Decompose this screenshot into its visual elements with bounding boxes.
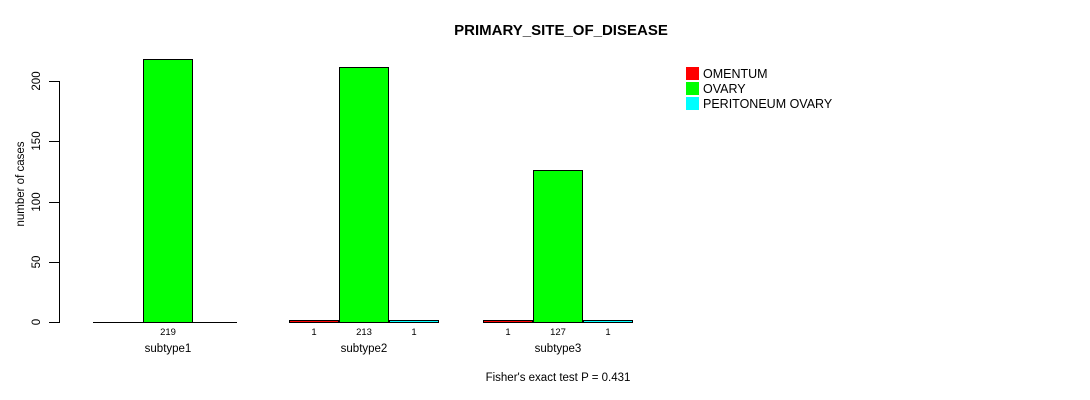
legend-item: OMENTUM [686, 66, 832, 81]
annotation-text: Fisher's exact test P = 0.431 [485, 372, 631, 384]
bar-omentum [483, 320, 533, 323]
bar-peritoneum-ovary [583, 320, 633, 323]
bar-value-label: 1 [605, 327, 611, 338]
legend: OMENTUM OVARY PERITONEUM OVARY [686, 66, 832, 111]
legend-label: PERITONEUM OVARY [703, 96, 833, 111]
y-tick-label: 0 [31, 318, 43, 326]
category-label: subtype2 [340, 343, 388, 355]
y-tick-label: 50 [31, 255, 43, 269]
legend-label: OVARY [703, 81, 746, 96]
y-tick-label: 200 [31, 71, 43, 91]
chart-title: PRIMARY_SITE_OF_DISEASE [454, 22, 668, 39]
bar-value-label: 1 [311, 327, 317, 338]
bar-value-label: 213 [356, 327, 372, 338]
y-tick [49, 202, 60, 203]
bar-ovary [339, 67, 389, 323]
bar-ovary [143, 59, 193, 323]
bar-value-label: 219 [160, 327, 176, 338]
category-label: subtype1 [144, 343, 192, 355]
bar-ovary [533, 170, 583, 323]
y-tick [49, 262, 60, 263]
legend-swatch-icon [686, 97, 699, 110]
legend-label: OMENTUM [703, 66, 768, 81]
category-label: subtype3 [534, 343, 582, 355]
legend-swatch-icon [686, 67, 699, 80]
y-tick-label: 150 [31, 131, 43, 151]
y-axis-label: number of cases [15, 141, 27, 227]
bar-value-label: 1 [505, 327, 511, 338]
y-tick [49, 81, 60, 82]
bar-omentum [289, 320, 339, 323]
bar-value-label: 127 [550, 327, 566, 338]
legend-item: PERITONEUM OVARY [686, 96, 832, 111]
legend-swatch-icon [686, 82, 699, 95]
y-tick [49, 141, 60, 142]
legend-item: OVARY [686, 81, 832, 96]
y-tick-label: 100 [31, 192, 43, 212]
y-tick [49, 322, 60, 323]
bar-peritoneum-ovary [389, 320, 439, 323]
bar-value-label: 1 [411, 327, 417, 338]
